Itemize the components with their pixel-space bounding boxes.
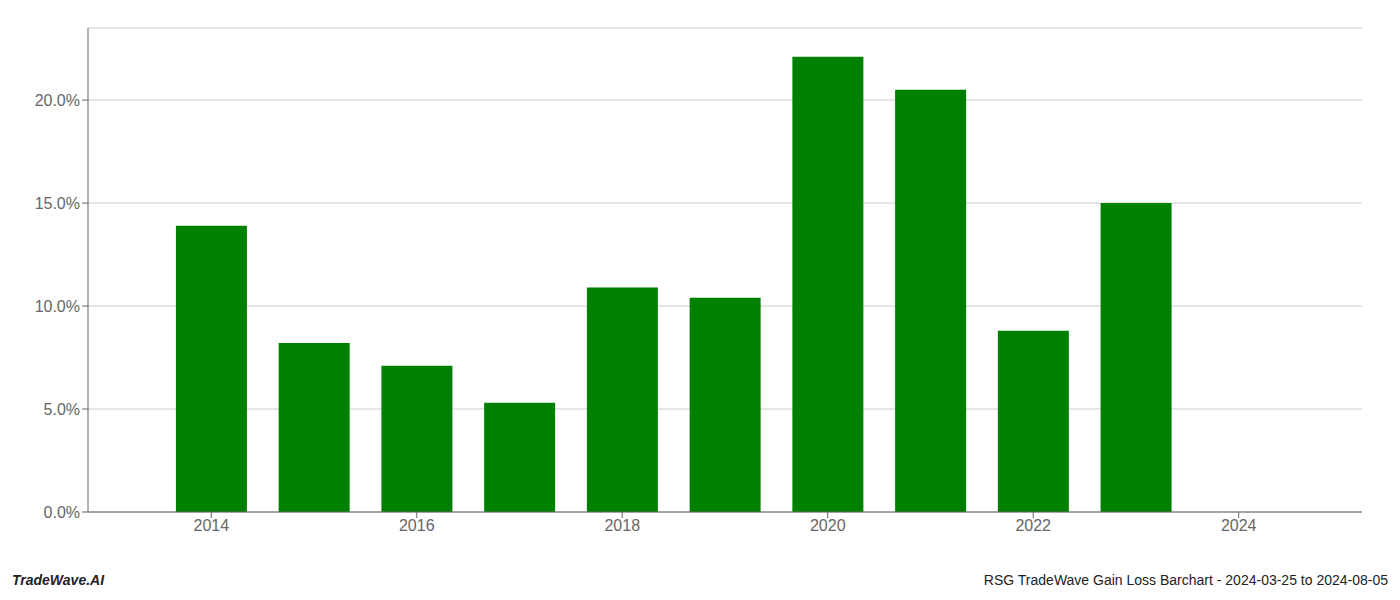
svg-text:2016: 2016 bbox=[399, 517, 435, 534]
svg-text:2014: 2014 bbox=[193, 517, 229, 534]
html-text:RSG TradeWave Gain Loss Barcha: RSG TradeWave Gain Loss Barchart - 2024-… bbox=[983, 572, 1388, 588]
svg-text:2024: 2024 bbox=[1221, 517, 1257, 534]
svg-text:2022: 2022 bbox=[1015, 517, 1051, 534]
svg-text:15.0%: 15.0% bbox=[35, 195, 80, 212]
svg-text:5.0%: 5.0% bbox=[44, 401, 80, 418]
svg-text:0.0%: 0.0% bbox=[44, 504, 80, 521]
svg-text:2018: 2018 bbox=[604, 517, 640, 534]
html-text:TradeWave.AI: TradeWave.AI bbox=[12, 572, 105, 588]
svg-text:2020: 2020 bbox=[810, 517, 846, 534]
svg-text:10.0%: 10.0% bbox=[35, 298, 80, 315]
svg-text:20.0%: 20.0% bbox=[35, 92, 80, 109]
